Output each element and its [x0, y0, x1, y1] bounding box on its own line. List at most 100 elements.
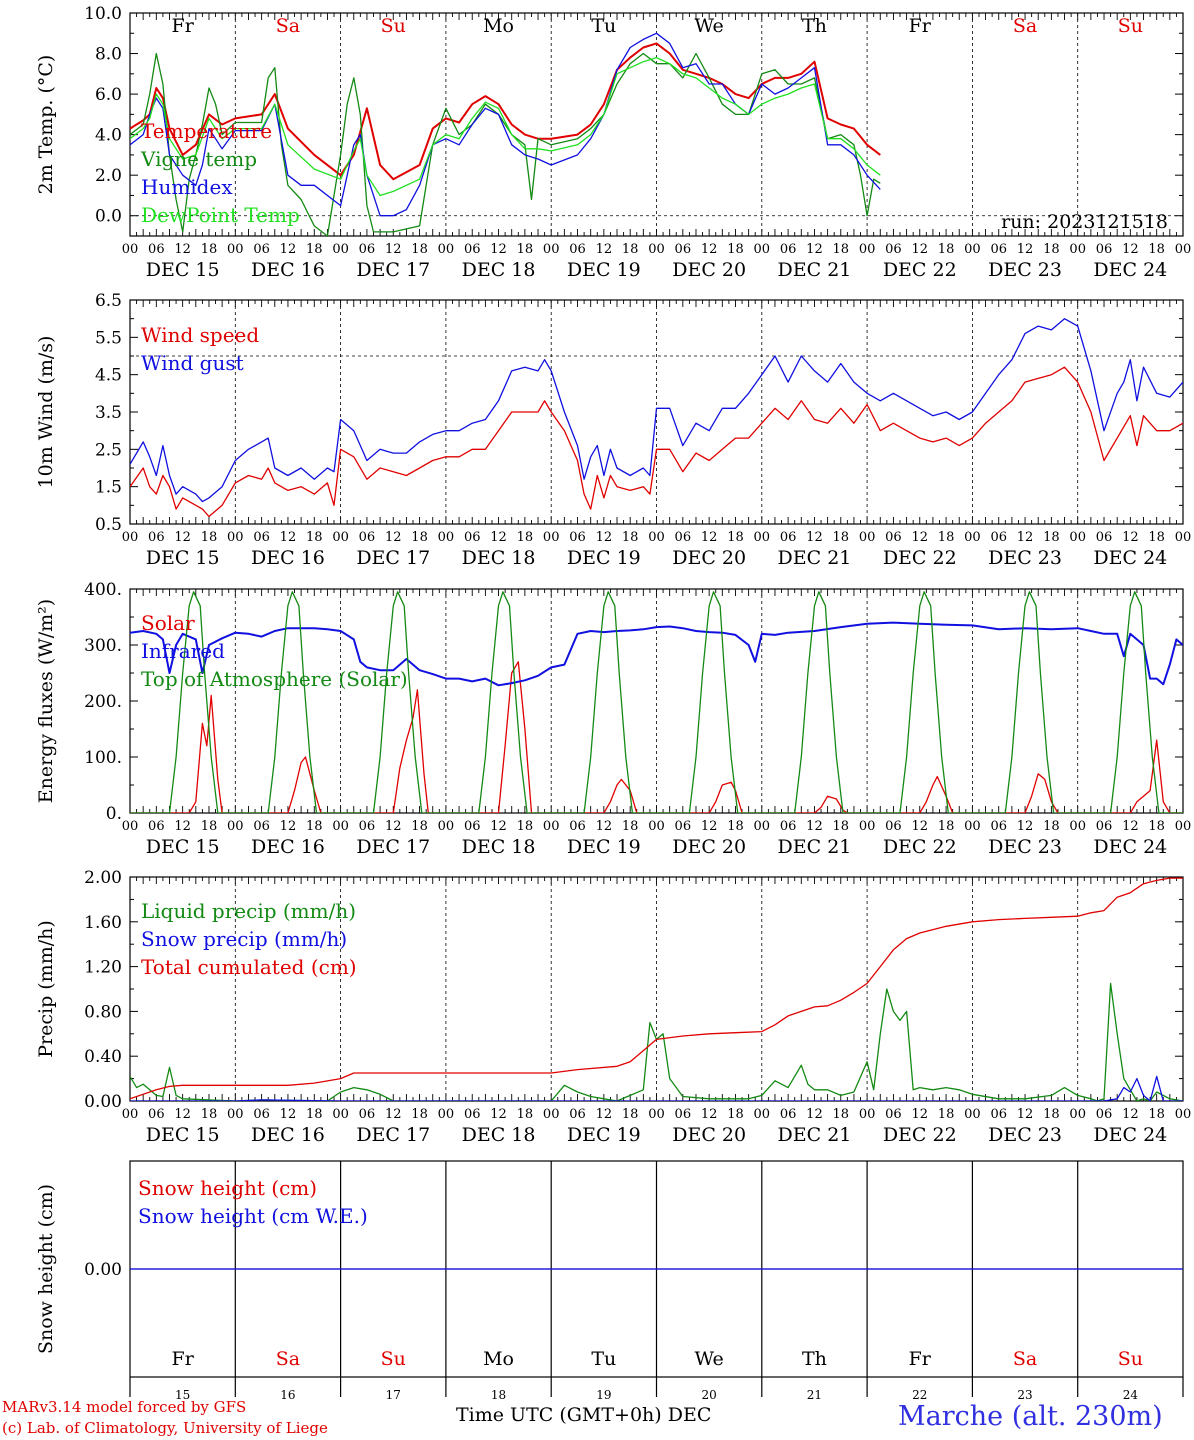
day-label: DEC 20 — [672, 836, 746, 858]
hour-tick-label: 06 — [569, 1107, 586, 1122]
hour-tick-label: 06 — [569, 242, 586, 257]
y-tick-label: 0.5 — [95, 515, 122, 535]
day-label: DEC 16 — [251, 1124, 325, 1146]
hour-tick-label: 12 — [490, 1107, 507, 1122]
hour-tick-label: 00 — [227, 819, 244, 834]
hour-tick-label: 18 — [1043, 242, 1060, 257]
day-label: DEC 16 — [251, 259, 325, 281]
legend-entry: Snow precip (mm/h) — [141, 927, 347, 951]
hour-tick-label: 12 — [1017, 242, 1034, 257]
day-label: DEC 19 — [567, 1124, 641, 1146]
hour-tick-label: 00 — [1175, 1107, 1192, 1122]
weekday-label: Mo — [483, 1348, 514, 1370]
hour-tick-label: 00 — [1069, 1107, 1086, 1122]
y-tick-label: 10.0 — [84, 4, 122, 24]
hour-tick-label: 00 — [438, 242, 455, 257]
day-label: DEC 23 — [988, 547, 1062, 569]
hour-tick-label: 00 — [332, 819, 349, 834]
weekday-label: We — [695, 1348, 724, 1370]
panel-1: 00 06 12 18 DEC 15 00 06 12 18 DEC 16 00 06 12 18 DEC … — [35, 4, 1191, 281]
hour-tick-label: 18 — [727, 1107, 744, 1122]
hour-tick-label: 00 — [543, 819, 560, 834]
hour-tick-label: 00 — [438, 819, 455, 834]
weekday-label: Fr — [909, 15, 932, 37]
hour-tick-label: 00 — [332, 1107, 349, 1122]
day-label: DEC 16 — [251, 836, 325, 858]
day-number-label: 22 — [912, 1388, 927, 1402]
weekday-label: We — [695, 15, 724, 37]
y-tick-label: 0.0 — [95, 207, 122, 227]
y-tick-label: 200. — [84, 692, 122, 712]
hour-tick-label: 00 — [122, 819, 139, 834]
weekday-label: Fr — [172, 1348, 195, 1370]
y-tick-label: 0. — [106, 804, 122, 824]
hour-tick-label: 18 — [306, 1107, 323, 1122]
run-annotation: run: 2023121518 — [1001, 211, 1168, 233]
hour-tick-label: 12 — [174, 1107, 191, 1122]
hour-tick-label: 06 — [990, 1107, 1007, 1122]
x-axis-title: Time UTC (GMT+0h) DEC — [456, 1404, 712, 1426]
hour-tick-label: 06 — [990, 530, 1007, 545]
hour-tick-label: 12 — [385, 819, 402, 834]
hour-tick-label: 18 — [833, 530, 850, 545]
hour-tick-label: 12 — [596, 1107, 613, 1122]
hour-tick-label: 18 — [201, 530, 218, 545]
hour-tick-label: 18 — [622, 242, 639, 257]
series-line — [130, 56, 881, 197]
hour-tick-label: 06 — [148, 1107, 165, 1122]
hour-tick-label: 12 — [911, 242, 928, 257]
day-label: DEC 18 — [462, 259, 536, 281]
day-label: DEC 15 — [146, 259, 220, 281]
model-credit: MARv3.14 model forced by GFS — [2, 1398, 247, 1416]
hour-tick-label: 12 — [385, 242, 402, 257]
hour-tick-label: 18 — [201, 1107, 218, 1122]
hour-tick-label: 06 — [148, 242, 165, 257]
hour-tick-label: 12 — [701, 819, 718, 834]
weekday-label: Sa — [276, 1348, 300, 1370]
hour-tick-label: 18 — [622, 530, 639, 545]
y-axis-label: Precip (mm/h) — [35, 920, 57, 1058]
hour-tick-label: 00 — [438, 1107, 455, 1122]
hour-tick-label: 06 — [253, 1107, 270, 1122]
hour-tick-label: 06 — [569, 530, 586, 545]
y-axis-label: Snow height (cm) — [35, 1184, 57, 1354]
hour-tick-label: 00 — [227, 530, 244, 545]
legend-entry: DewPoint Temp — [141, 203, 300, 227]
y-tick-label: 3.5 — [95, 403, 122, 423]
hour-tick-label: 18 — [727, 530, 744, 545]
series-line — [130, 877, 1183, 1100]
legend-entry: Infrared — [141, 639, 225, 663]
hour-tick-label: 06 — [253, 819, 270, 834]
day-label: DEC 24 — [1093, 1124, 1167, 1146]
series-line — [130, 621, 1183, 687]
hour-tick-label: 06 — [1096, 1107, 1113, 1122]
hour-tick-label: 06 — [359, 530, 376, 545]
hour-tick-label: 06 — [885, 819, 902, 834]
station-name: Marche (alt. 230m) — [898, 1401, 1163, 1432]
hour-tick-label: 18 — [727, 242, 744, 257]
hour-tick-label: 00 — [543, 242, 560, 257]
hour-tick-label: 06 — [569, 819, 586, 834]
legend-entry: Snow height (cm) — [138, 1176, 317, 1200]
hour-tick-label: 06 — [780, 530, 797, 545]
day-label: DEC 15 — [146, 836, 220, 858]
hour-tick-label: 18 — [1148, 242, 1165, 257]
hour-tick-label: 12 — [701, 1107, 718, 1122]
hour-tick-label: 18 — [201, 242, 218, 257]
day-label: DEC 17 — [356, 836, 430, 858]
hour-tick-label: 00 — [648, 530, 665, 545]
day-number-label: 18 — [491, 1388, 506, 1402]
series-line — [130, 661, 1183, 813]
legend-entry: Solar — [141, 611, 195, 635]
hour-tick-label: 06 — [675, 242, 692, 257]
hour-tick-label: 00 — [754, 1107, 771, 1122]
y-tick-label: 2.5 — [95, 440, 122, 460]
hour-tick-label: 18 — [411, 1107, 428, 1122]
panel-5: 0.00 Snow height (cm) Fr 15 Sa 16 Su 17 Mo 18 Tu 19… — [35, 1160, 1184, 1402]
hour-tick-label: 12 — [701, 242, 718, 257]
hour-tick-label: 18 — [1043, 1107, 1060, 1122]
hour-tick-label: 06 — [148, 819, 165, 834]
legend-entry: Temperature — [141, 119, 272, 143]
hour-tick-label: 12 — [911, 530, 928, 545]
hour-tick-label: 12 — [280, 1107, 297, 1122]
